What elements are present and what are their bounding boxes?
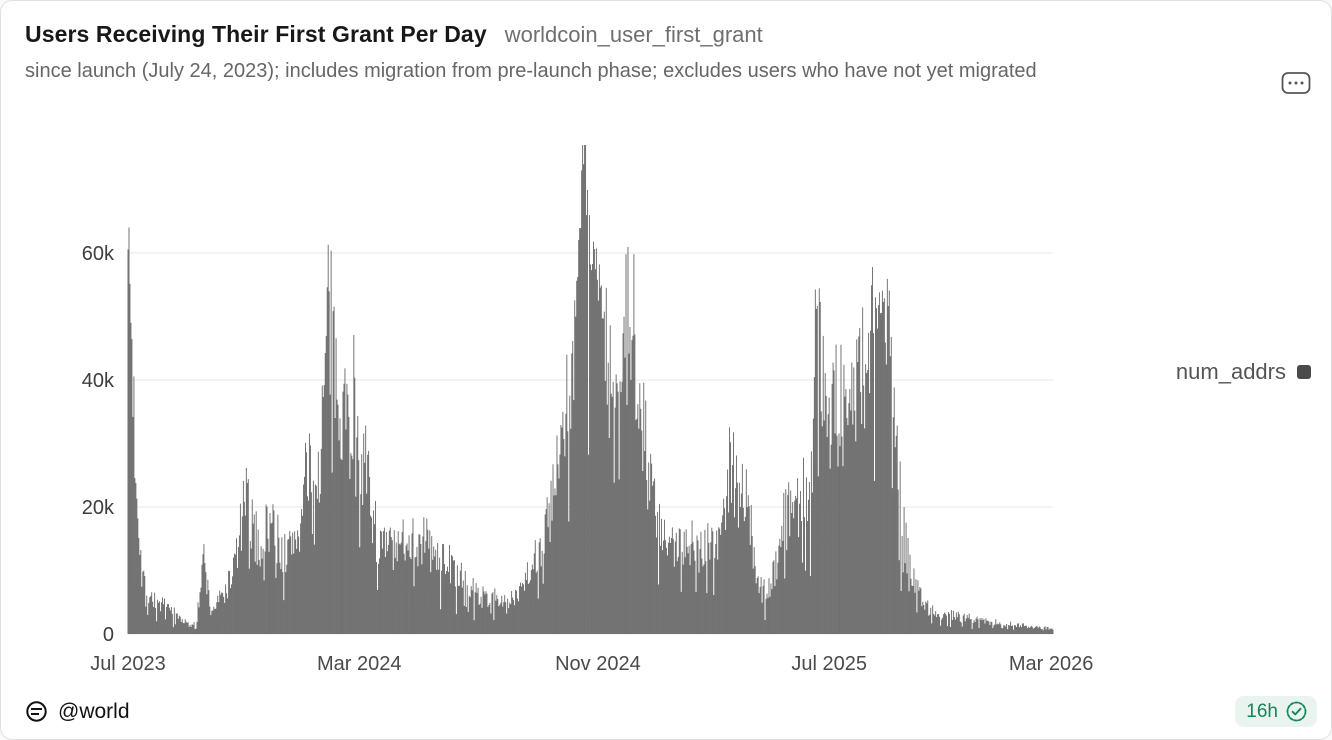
- comment-bubble-icon[interactable]: [1281, 71, 1311, 97]
- svg-text:20k: 20k: [82, 497, 115, 519]
- y-axis-labels: 0 20k 40k 60k: [82, 243, 115, 646]
- chart-header: Users Receiving Their First Grant Per Da…: [1, 1, 1331, 94]
- chart-footer: @world 16h: [25, 696, 1317, 727]
- refresh-age-badge[interactable]: 16h: [1235, 696, 1317, 727]
- query-name-link[interactable]: worldcoin_user_first_grant: [504, 22, 763, 47]
- svg-text:60k: 60k: [82, 243, 115, 265]
- svg-text:Nov 2024: Nov 2024: [555, 653, 641, 675]
- chart-title: Users Receiving Their First Grant Per Da…: [25, 21, 487, 47]
- svg-text:0: 0: [103, 624, 114, 646]
- chart-subtitle: since launch (July 24, 2023); includes m…: [25, 60, 1037, 82]
- bar-chart: 0 20k 40k 60k Jul 2023 Mar 2024 Nov 2024 Jul 20…: [1, 119, 1331, 689]
- verified-check-seal-icon: [1285, 700, 1308, 723]
- svg-text:40k: 40k: [82, 370, 115, 392]
- svg-text:Mar 2026: Mar 2026: [1009, 653, 1094, 675]
- legend-swatch: [1297, 365, 1311, 379]
- legend-label: num_addrs: [1175, 359, 1286, 384]
- author-link[interactable]: @world: [25, 700, 130, 724]
- author-logo-icon: [25, 700, 48, 723]
- svg-text:Mar 2024: Mar 2024: [317, 653, 402, 675]
- author-label: @world: [58, 699, 130, 723]
- svg-text:Jul 2023: Jul 2023: [90, 653, 166, 675]
- bars-series-num-addrs: [127, 145, 1054, 634]
- svg-text:Jul 2025: Jul 2025: [791, 653, 867, 675]
- x-axis-labels: Jul 2023 Mar 2024 Nov 2024 Jul 2025 Mar 2026: [90, 653, 1093, 675]
- legend-item-num-addrs[interactable]: num_addrs: [1176, 359, 1311, 385]
- refresh-age-label: 16h: [1246, 700, 1278, 722]
